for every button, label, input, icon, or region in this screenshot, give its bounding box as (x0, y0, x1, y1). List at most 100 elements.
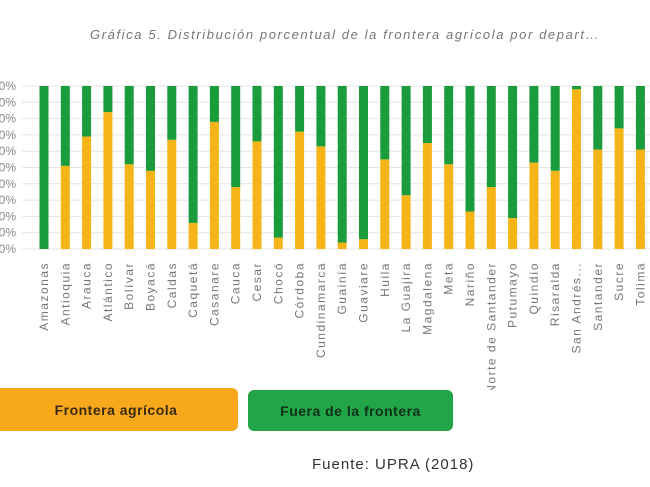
bar-segment-frontera (124, 164, 134, 249)
bar-segment-fuera (422, 86, 432, 144)
bar-segment-frontera (167, 139, 177, 249)
stacked-bar-chart: 0% 10% 20% 30% 40% 50% 60% 70% 80% 90% 100% Amazona… (0, 79, 650, 390)
bar-segment-frontera (103, 112, 113, 249)
x-tick-label: Antioquia (58, 262, 72, 326)
source-note: Fuente: UPRA (2018) (312, 456, 475, 473)
bar-segment-fuera (635, 86, 645, 150)
y-tick-label: 70% (0, 128, 16, 142)
bar-segment-frontera (295, 131, 305, 249)
bar-segment-frontera (529, 162, 539, 249)
y-tick-label: 40% (0, 177, 16, 191)
bar-segment-fuera (60, 86, 70, 166)
x-tick-label: Caquetá (186, 262, 200, 318)
x-tick-label: Cundinamarca (314, 262, 328, 358)
bar-segment-fuera (593, 86, 603, 150)
y-tick-label: 60% (0, 144, 16, 158)
bar-segment-fuera (188, 86, 198, 223)
bar-segment-fuera (252, 86, 262, 142)
y-tick-label: 80% (0, 112, 16, 126)
bar-segment-fuera (146, 86, 155, 171)
chart-title: Gráfica 5. Distribución porcentual de la… (90, 27, 601, 42)
bar-segment-frontera (337, 242, 347, 249)
x-tick-label: Meta (442, 262, 456, 295)
bar-segment-fuera (465, 86, 475, 212)
bar-segment-fuera (380, 86, 390, 160)
bar-segment-frontera (593, 149, 603, 249)
bar-segment-frontera (444, 164, 454, 249)
bar-segment-fuera (337, 86, 347, 243)
bar-segment-frontera (252, 141, 262, 249)
x-tick-label: Tolima (633, 262, 647, 306)
x-tick-label: Casanare (207, 262, 221, 326)
bar-segment-frontera (60, 165, 70, 249)
x-tick-label: Norte de Santander (484, 262, 498, 390)
bar-segment-fuera (103, 86, 113, 113)
y-tick-label: 10% (0, 226, 16, 240)
bar-segment-fuera (209, 86, 219, 122)
bar-segment-fuera (39, 86, 49, 249)
y-tick-label: 30% (0, 193, 16, 207)
x-tick-label: Putumayo (506, 262, 520, 328)
bar-segment-frontera (231, 187, 241, 249)
bar-segment-frontera (146, 170, 155, 249)
x-tick-label: Huila (378, 262, 392, 297)
x-tick-label: Guaviare (357, 262, 371, 323)
x-tick-label: Caldas (165, 262, 179, 308)
bar-segment-fuera (486, 86, 496, 188)
bar-segment-frontera (82, 136, 92, 249)
legend-item-frontera-agricola: Frontera agrícola (0, 388, 238, 431)
bar-segment-frontera (614, 128, 624, 249)
bar-segment-fuera (124, 86, 134, 165)
bar-segment-frontera (209, 121, 219, 249)
x-tick-label: Risaralda (548, 262, 562, 326)
bar-segment-frontera (572, 89, 581, 249)
bar-segment-fuera (82, 86, 92, 137)
bar-segment-fuera (295, 86, 305, 132)
bar-segment-frontera (188, 222, 198, 249)
x-tick-label: Sucre (612, 262, 626, 301)
legend-item-fuera-de-la-frontera: Fuera de la frontera (248, 390, 453, 431)
x-tick-label: San Andrés... (570, 262, 584, 354)
bar-segment-frontera (508, 218, 518, 249)
x-tick-label: Magdalena (420, 262, 434, 335)
x-tick-label: Bolívar (122, 262, 136, 310)
y-tick-label: 50% (0, 161, 16, 175)
bar-segment-fuera (401, 86, 411, 196)
x-tick-label: Cauca (229, 262, 243, 304)
x-tick-label: Quindío (527, 262, 541, 315)
x-tick-label: Atlántico (101, 262, 115, 322)
bar-segment-fuera (444, 86, 454, 165)
x-tick-label: Guainía (335, 262, 349, 315)
bar-segment-frontera (359, 239, 368, 249)
bar-segment-frontera (550, 170, 560, 249)
bar-segment-frontera (486, 187, 496, 249)
x-tick-label: Cesar (250, 262, 264, 302)
bar-segment-fuera (231, 86, 241, 188)
bar-segment-fuera (359, 86, 368, 240)
bar-segment-frontera (316, 146, 326, 249)
x-tick-label: Santander (591, 262, 605, 331)
bar-segment-fuera (273, 86, 283, 238)
bar-segment-frontera (635, 149, 645, 249)
x-tick-label: La Guajira (399, 262, 413, 332)
bar-segment-fuera (508, 86, 518, 219)
x-tick-label: Nariño (463, 262, 477, 306)
bar-segment-fuera (167, 86, 177, 140)
bar-segment-fuera (614, 86, 624, 129)
x-tick-label: Arauca (80, 262, 94, 309)
bar-segment-frontera (273, 237, 283, 249)
y-tick-label: 90% (0, 95, 16, 109)
bar-segment-fuera (529, 86, 539, 163)
bar-segment-frontera (422, 143, 432, 249)
x-tick-label: Chocó (271, 262, 285, 304)
y-tick-label: 100% (0, 79, 16, 93)
x-tick-label: Amazonas (37, 262, 51, 331)
y-tick-label: 0% (0, 242, 16, 256)
bar-segment-frontera (380, 159, 390, 249)
bar-segment-frontera (465, 211, 475, 249)
bar-segment-fuera (550, 86, 560, 171)
y-tick-label: 20% (0, 209, 16, 223)
bar-segment-fuera (572, 86, 581, 90)
bar-segment-fuera (316, 86, 326, 147)
x-tick-label: Boyacá (144, 262, 158, 311)
